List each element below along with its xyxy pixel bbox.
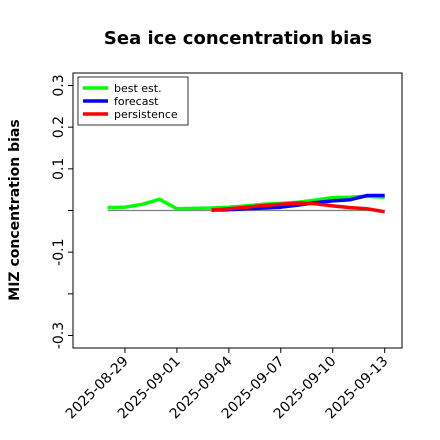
- y-tick-label: 0.3: [51, 74, 67, 96]
- y-tick-label: -0.3: [51, 322, 67, 349]
- legend: best est. forecast persistence: [77, 76, 189, 126]
- y-tick-label: 0.2: [51, 116, 67, 138]
- legend-label-forecast: forecast: [114, 95, 159, 108]
- y-tick-label: -0.1: [51, 239, 67, 266]
- legend-label-best-est: best est.: [114, 82, 162, 95]
- y-axis-label: MIZ concentration bias: [7, 119, 23, 300]
- y-tick-label: 0.1: [51, 158, 67, 180]
- chart-title: Sea ice concentration bias: [104, 28, 372, 49]
- series-line-persistence: [211, 201, 385, 214]
- legend-label-persistence: persistence: [114, 108, 178, 121]
- axes: -0.3-0.10.10.20.32025-08-292025-09-01202…: [51, 72, 403, 422]
- plot-area: [107, 193, 385, 214]
